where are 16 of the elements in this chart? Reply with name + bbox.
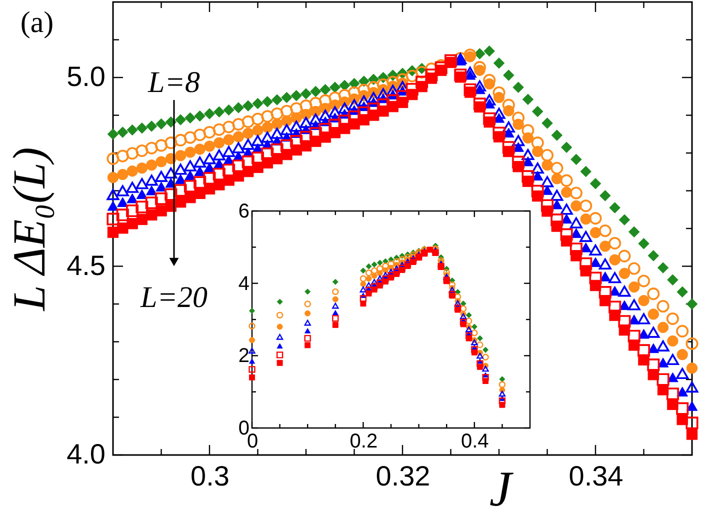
y-tick-label: 4.5 — [66, 250, 106, 281]
x-tick-label: 0.4 — [460, 430, 489, 452]
y-tick-label: 4.0 — [66, 438, 106, 470]
x-tick-label: 0.2 — [350, 430, 378, 452]
x-tick-label: 0.3 — [190, 460, 230, 492]
y-tick-label: 2 — [238, 345, 250, 368]
text: (a) — [20, 6, 54, 39]
y-axis-title: L ΔE₀(L) — [4, 147, 55, 312]
y-tick-label: 6 — [238, 200, 250, 222]
annotation: L=8 — [147, 66, 200, 99]
x-axis-title: J — [489, 460, 514, 508]
annotation: L=20 — [140, 281, 208, 314]
y-tick-label: 4 — [238, 272, 250, 295]
x-tick-label: 0.34 — [568, 460, 624, 492]
y-tick-label: 5.0 — [66, 61, 106, 92]
x-tick-label: 0.32 — [376, 460, 430, 492]
